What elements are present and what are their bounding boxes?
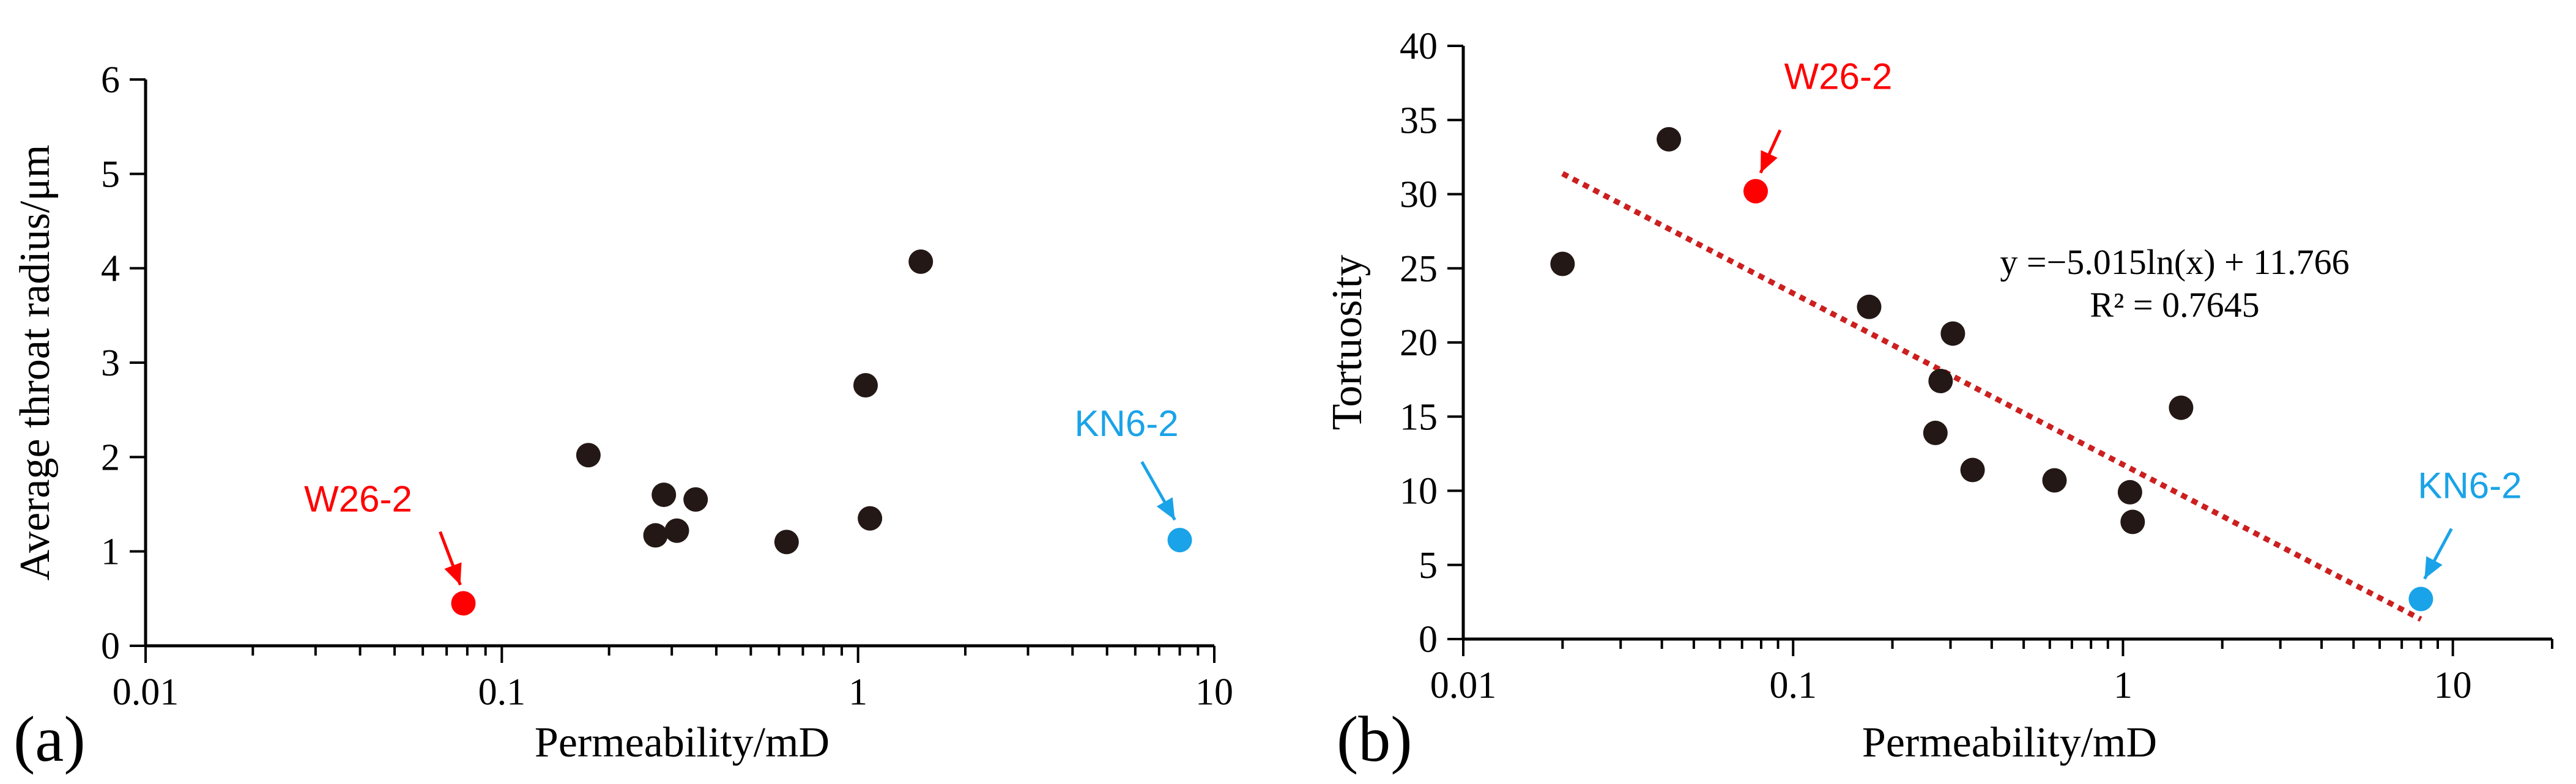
data-point xyxy=(858,506,883,531)
highlight-label-w26-2: W26-2 xyxy=(1784,56,1893,97)
x-tick-label: 10 xyxy=(1195,671,1233,713)
y-tick-label: 2 xyxy=(101,437,120,478)
data-point xyxy=(1657,127,1682,152)
x-tick-label: 10 xyxy=(2434,665,2472,706)
panel-b-trendline-group xyxy=(1561,171,2422,622)
y-tick-label: 35 xyxy=(1400,100,1438,141)
panel-a-axes xyxy=(144,80,1214,648)
y-tick-label: 0 xyxy=(1419,619,1438,660)
data-point xyxy=(1928,369,1953,394)
data-point xyxy=(683,487,708,512)
highlight-arrowhead-w26-2 xyxy=(444,562,462,585)
data-point xyxy=(853,373,878,398)
y-tick-label: 40 xyxy=(1400,26,1438,67)
panel-b-axes xyxy=(1461,46,2552,641)
panel-a-points xyxy=(576,249,934,555)
y-tick-label: 3 xyxy=(101,342,120,384)
y-tick-label: 1 xyxy=(101,531,120,573)
highlight-point-w26-2 xyxy=(451,591,476,616)
x-tick-label: 0.01 xyxy=(113,671,179,713)
panel-b-y-axis-title: Tortuosity xyxy=(1324,255,1371,431)
y-tick-label: 15 xyxy=(1400,396,1438,438)
data-point xyxy=(664,518,689,543)
panel-a-chart: 0.01 0.1 1 10 0 1 2 3 4 5 6 W26-2 KN6-2 Permeabilit… xyxy=(12,59,1233,775)
highlight-label-kn6-2: KN6-2 xyxy=(2418,465,2522,506)
y-tick-label: 10 xyxy=(1400,471,1438,512)
data-point xyxy=(2169,395,2194,420)
data-point xyxy=(643,523,668,548)
data-point xyxy=(1960,457,1985,483)
y-tick-label: 20 xyxy=(1400,322,1438,364)
y-tick-label: 4 xyxy=(101,248,120,290)
panel-a-ticks: 0.01 0.1 1 10 0 1 2 3 4 5 6 xyxy=(101,59,1233,713)
highlight-label-w26-2: W26-2 xyxy=(304,479,412,520)
y-tick-label: 0 xyxy=(101,626,120,667)
data-point xyxy=(1923,420,1948,445)
data-point xyxy=(2117,479,2142,505)
data-point xyxy=(908,249,934,274)
y-tick-label: 6 xyxy=(101,59,120,101)
y-tick-label: 25 xyxy=(1400,248,1438,290)
data-point xyxy=(1940,321,1965,346)
highlight-point-w26-2 xyxy=(1743,179,1769,204)
panel-b-trendline-equation: y =−5.015ln(x) + 11.766 xyxy=(2000,242,2349,282)
panel-b-label: (b) xyxy=(1337,703,1412,775)
x-tick-label: 1 xyxy=(2114,665,2132,706)
panel-a-highlights: W26-2 KN6-2 xyxy=(304,403,1192,616)
data-point xyxy=(1857,294,1882,319)
panel-a-y-axis-title: Average throat radius/μm xyxy=(12,145,59,581)
panel-b-x-axis-title: Permeability/mD xyxy=(1862,719,2157,766)
highlight-arrowhead-kn6-2 xyxy=(2424,556,2443,579)
panel-b-ticks: 0.01 0.1 1 10 0 5 10 15 20 25 30 35 40 xyxy=(1400,26,2553,706)
x-tick-label: 0.1 xyxy=(478,671,526,713)
data-point xyxy=(576,443,601,468)
highlight-label-kn6-2: KN6-2 xyxy=(1075,403,1179,444)
x-tick-label: 1 xyxy=(848,671,867,713)
highlight-point-kn6-2 xyxy=(2408,586,2433,612)
data-point xyxy=(2120,509,2145,534)
panel-a-x-axis-title: Permeability/mD xyxy=(535,719,830,766)
data-point xyxy=(1550,251,1575,276)
panel-b-highlights: W26-2 KN6-2 xyxy=(1743,56,2522,612)
y-tick-label: 5 xyxy=(101,153,120,195)
y-tick-label: 5 xyxy=(1419,545,1438,586)
panel-a-label: (a) xyxy=(13,703,86,775)
panel-b-points xyxy=(1550,127,2194,534)
data-point xyxy=(774,530,799,555)
data-point xyxy=(2042,468,2067,493)
x-tick-label: 0.1 xyxy=(1769,665,1817,706)
trendline xyxy=(1561,171,2422,622)
data-point xyxy=(651,483,677,508)
x-tick-label: 0.01 xyxy=(1430,665,1497,706)
highlight-point-kn6-2 xyxy=(1167,528,1192,553)
highlight-arrowhead-w26-2 xyxy=(1761,150,1778,173)
panel-b-trendline-r2: R² = 0.7645 xyxy=(2090,285,2259,325)
highlight-arrowhead-kn6-2 xyxy=(1156,497,1175,520)
panel-b-chart: 0.01 0.1 1 10 0 5 10 15 20 25 30 35 40 W26-2 KN6-2 y … xyxy=(1324,26,2553,775)
y-tick-label: 30 xyxy=(1400,174,1438,216)
